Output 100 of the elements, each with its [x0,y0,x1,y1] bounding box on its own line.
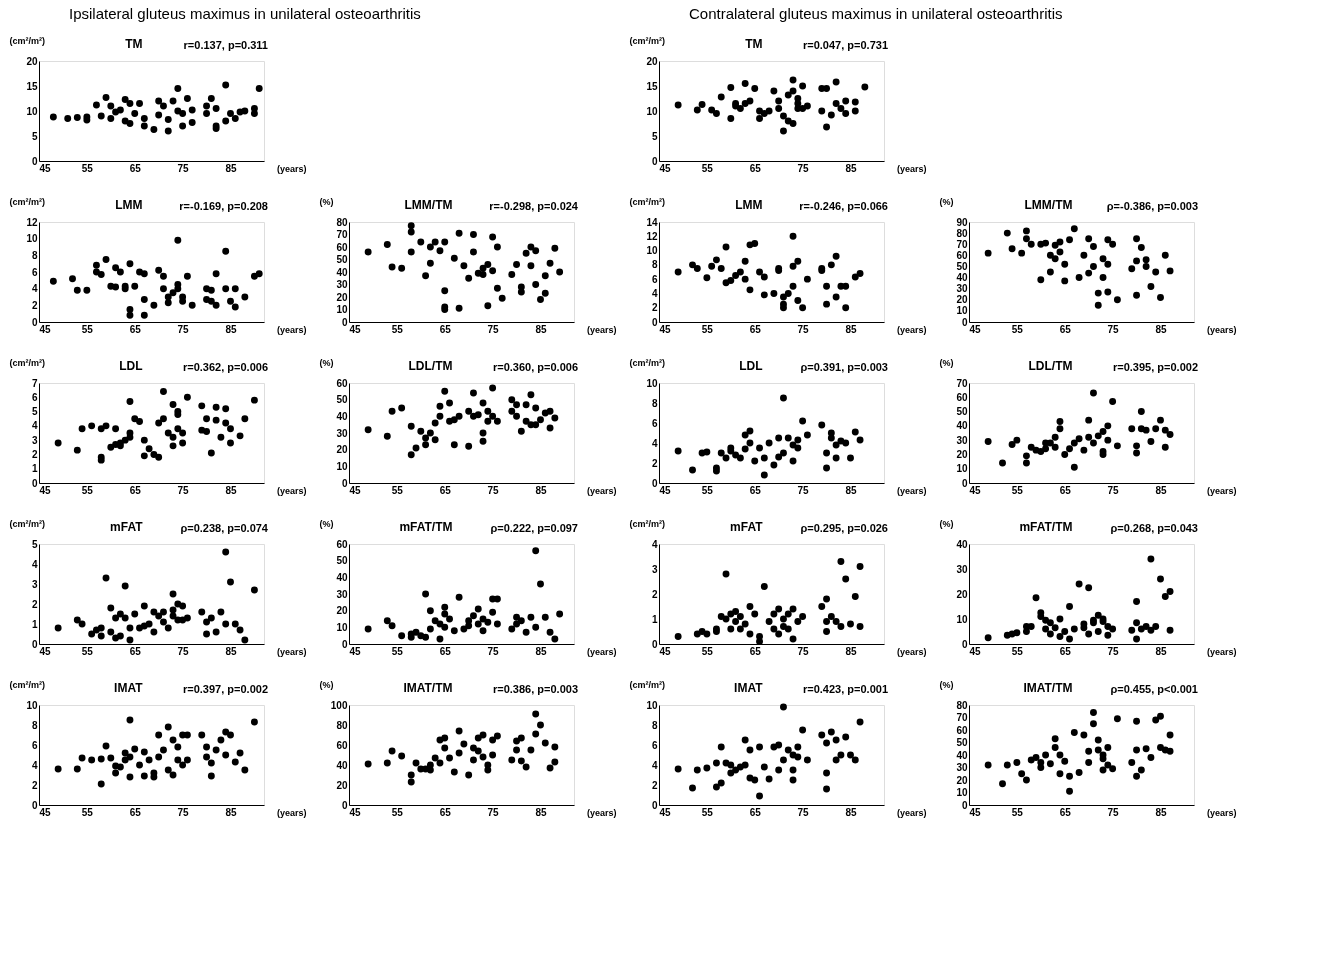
y-tick-label: 80 [956,699,968,711]
y-tick-label: 4 [31,558,38,570]
x-tick-label: 45 [969,484,982,496]
x-tick-label: 65 [129,645,142,657]
y-tick-label: 2 [651,302,658,314]
x-tick-label: 65 [749,162,762,174]
text: r=-0.169, p=0.208 [179,200,268,212]
y-tick-label: 0 [31,799,38,811]
x-axis-title: (years) [276,485,307,496]
y-axis-title: (cm²/m²) [629,518,665,529]
y-tick-label: 30 [956,434,968,446]
y-tick-label: 30 [336,588,348,600]
y-tick-label: 8 [31,249,38,261]
x-tick-label: 55 [81,323,94,335]
x-tick-label: 85 [225,162,237,174]
x-tick-label: 65 [129,806,142,818]
x-tick-label: 55 [391,645,404,657]
x-tick-label: 65 [129,162,142,174]
y-tick-label: 80 [336,719,348,731]
x-tick-label: 45 [659,806,672,818]
y-tick-label: 20 [26,55,38,67]
x-tick-label: 85 [535,323,547,335]
y-tick-label: 5 [31,538,38,550]
chart-title: LDL/TM [408,359,453,373]
y-axis-title: (cm²/m²) [629,357,665,368]
x-tick-label: 65 [749,645,762,657]
y-tick-label: 40 [956,420,968,432]
y-tick-label: 80 [336,216,348,228]
y-tick-label: 0 [31,477,38,489]
text: Ipsilateral gluteus maximus in unilateral osteoarthritis [69,5,421,22]
x-tick-label: 45 [349,484,362,496]
x-tick-label: 85 [535,806,547,818]
x-axis-title: (years) [586,324,617,335]
text: r=-0.246, p=0.066 [799,200,888,212]
y-tick-label: 14 [646,216,658,228]
y-tick-label: 20 [956,448,968,460]
x-tick-label: 75 [177,484,190,496]
x-axis-title: (years) [1206,807,1237,818]
y-tick-label: 6 [651,739,658,751]
x-tick-label: 65 [1059,645,1072,657]
y-tick-label: 30 [956,762,968,773]
y-axis-title: (%) [319,357,334,368]
y-tick-label: 6 [651,417,658,429]
x-tick-label: 55 [391,806,404,818]
y-tick-label: 10 [646,105,658,117]
x-tick-label: 55 [701,484,714,496]
y-tick-label: 0 [651,477,658,489]
chart-title: LMM/TM [404,198,453,212]
y-tick-label: 3 [31,578,38,590]
x-axis-title: (years) [1206,485,1237,496]
x-tick-label: 45 [969,645,982,657]
y-tick-label: 8 [651,259,658,271]
x-tick-label: 65 [749,806,762,818]
text: Contralateral gluteus maximus in unilateral osteoarthritis [689,5,1063,22]
x-tick-label: 45 [969,806,982,818]
x-tick-label: 55 [81,806,94,818]
x-tick-label: 55 [1011,645,1024,657]
x-tick-label: 45 [349,323,362,335]
y-tick-label: 40 [956,272,968,284]
y-tick-label: 10 [336,304,348,315]
chart-title: IMAT [734,681,764,695]
y-tick-label: 90 [956,216,968,228]
y-tick-label: 6 [31,739,38,751]
y-axis-title: (%) [939,518,954,529]
y-tick-label: 40 [336,571,348,583]
x-tick-label: 45 [39,323,52,335]
y-tick-label: 0 [31,638,38,650]
y-tick-label: 60 [336,739,348,751]
y-tick-label: 60 [956,249,968,261]
x-tick-label: 45 [39,484,52,496]
x-tick-label: 55 [1011,484,1024,496]
y-tick-label: 2 [651,457,658,469]
y-tick-label: 70 [956,238,968,250]
x-tick-label: 85 [845,806,857,818]
y-axis-title: (%) [319,679,334,690]
x-tick-label: 85 [1155,645,1167,657]
x-tick-label: 55 [391,323,404,335]
y-axis-title: (%) [939,357,954,368]
y-tick-label: 4 [651,287,658,299]
y-tick-label: 40 [336,410,348,422]
y-axis-title: (cm²/m²) [9,357,45,368]
x-tick-label: 65 [129,484,142,496]
y-tick-label: 0 [651,316,658,328]
x-tick-label: 55 [701,645,714,657]
x-tick-label: 45 [349,645,362,657]
y-tick-label: 5 [31,406,38,418]
y-tick-label: 60 [336,241,348,253]
y-tick-label: 12 [26,216,38,228]
x-tick-label: 55 [701,323,714,335]
y-tick-label: 20 [336,444,348,456]
y-tick-label: 20 [956,774,968,786]
y-tick-label: 40 [956,749,968,761]
x-tick-label: 75 [797,806,810,818]
x-tick-label: 75 [487,323,500,335]
x-tick-label: 65 [1059,484,1072,496]
y-tick-label: 6 [651,273,658,285]
y-tick-label: 100 [330,699,348,711]
y-tick-label: 50 [956,406,968,418]
y-tick-label: 2 [31,779,38,791]
x-tick-label: 85 [535,645,547,657]
